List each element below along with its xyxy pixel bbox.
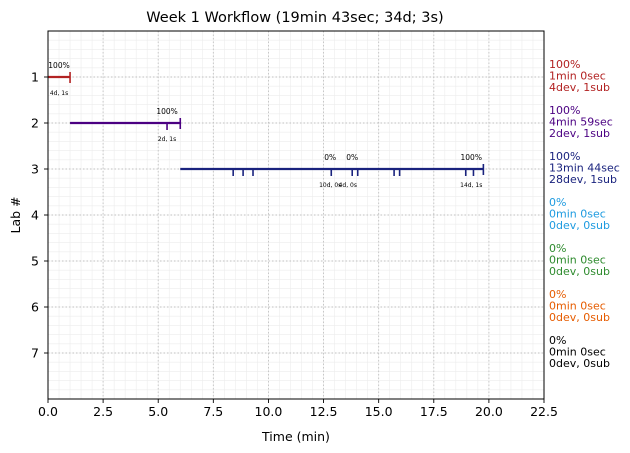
lab-1-summary-line: 4dev, 1sub [549, 81, 610, 94]
y-tick-label: 4 [31, 208, 39, 223]
x-tick-label: 7.5 [203, 404, 223, 419]
lab-4-summary-line: 0% [549, 196, 566, 209]
y-axis-label: Lab # [8, 196, 23, 233]
x-tick-label: 5.0 [148, 404, 168, 419]
lab-6-summary-line: 0min 0sec [549, 300, 606, 313]
lab-1-dev-sub-label: 4d, 1s [50, 90, 68, 97]
grid-layer [47, 30, 545, 400]
lab-3-dev-sub-label: 4d, 0s [339, 182, 357, 189]
y-tick-label: 1 [31, 70, 39, 85]
x-tick-label: 2.5 [93, 404, 113, 419]
lab-7-summary-line: 0min 0sec [549, 346, 606, 359]
x-tick-label: 20.0 [475, 404, 503, 419]
y-tick-label: 6 [31, 300, 39, 315]
lab-7-summary-line: 0dev, 0sub [549, 357, 610, 370]
lab-4-summary-line: 0min 0sec [549, 208, 606, 221]
x-tick-label: 10.0 [255, 404, 283, 419]
lab-6-summary-line: 0% [549, 288, 566, 301]
lab-5-summary-line: 0% [549, 242, 566, 255]
lab-2-summary-line: 4min 59sec [549, 116, 613, 129]
lab-1-score-label: 100% [48, 61, 69, 70]
lab-3-summary-line: 13min 44sec [549, 162, 620, 175]
lab-5-summary-line: 0min 0sec [549, 254, 606, 267]
x-tick-label: 22.5 [530, 404, 558, 419]
x-tick-label: 12.5 [310, 404, 338, 419]
y-tick-label: 2 [31, 116, 39, 131]
lab-2-dev-sub-label: 2d, 1s [158, 136, 176, 143]
y-tick-label: 5 [31, 254, 39, 269]
lab-1-summary-line: 1min 0sec [549, 70, 606, 83]
lab-3-dev-sub-label: 10d, 0s [319, 182, 341, 189]
axis-layer: 0.0 2.5 5.0 7.5 10.0 12.5 15.0 17.5 20.0 22.5 1 2 3 4… [31, 70, 558, 420]
lab-3-summary-line: 28dev, 1sub [549, 173, 617, 186]
lab-3-score-label: 100% [461, 153, 482, 162]
x-tick-label: 17.5 [420, 404, 448, 419]
lab-3-summary-line: 100% [549, 150, 580, 163]
lab-3-score-label: 0% [346, 153, 358, 162]
lab-3-dev-sub-label: 14d, 1s [460, 182, 482, 189]
lab-4-summary-line: 0dev, 0sub [549, 219, 610, 232]
lab-2-summary-line: 100% [549, 104, 580, 117]
lab-2-summary-line: 2dev, 1sub [549, 127, 610, 140]
x-axis-label: Time (min) [261, 429, 330, 444]
lab-1-summary-line: 100% [549, 58, 580, 71]
lab-5-summary-line: 0dev, 0sub [549, 265, 610, 278]
x-tick-label: 0.0 [38, 404, 58, 419]
chart-title: Week 1 Workflow (19min 43sec; 34d; 3s) [146, 10, 443, 26]
lab-7-summary-line: 0% [549, 334, 566, 347]
y-tick-label: 3 [31, 162, 39, 177]
lab-3-score-label: 0% [324, 153, 336, 162]
lab-6-summary-line: 0dev, 0sub [549, 311, 610, 324]
lab-2-score-label: 100% [156, 107, 177, 116]
x-tick-label: 15.0 [365, 404, 393, 419]
y-tick-label: 7 [31, 346, 39, 361]
